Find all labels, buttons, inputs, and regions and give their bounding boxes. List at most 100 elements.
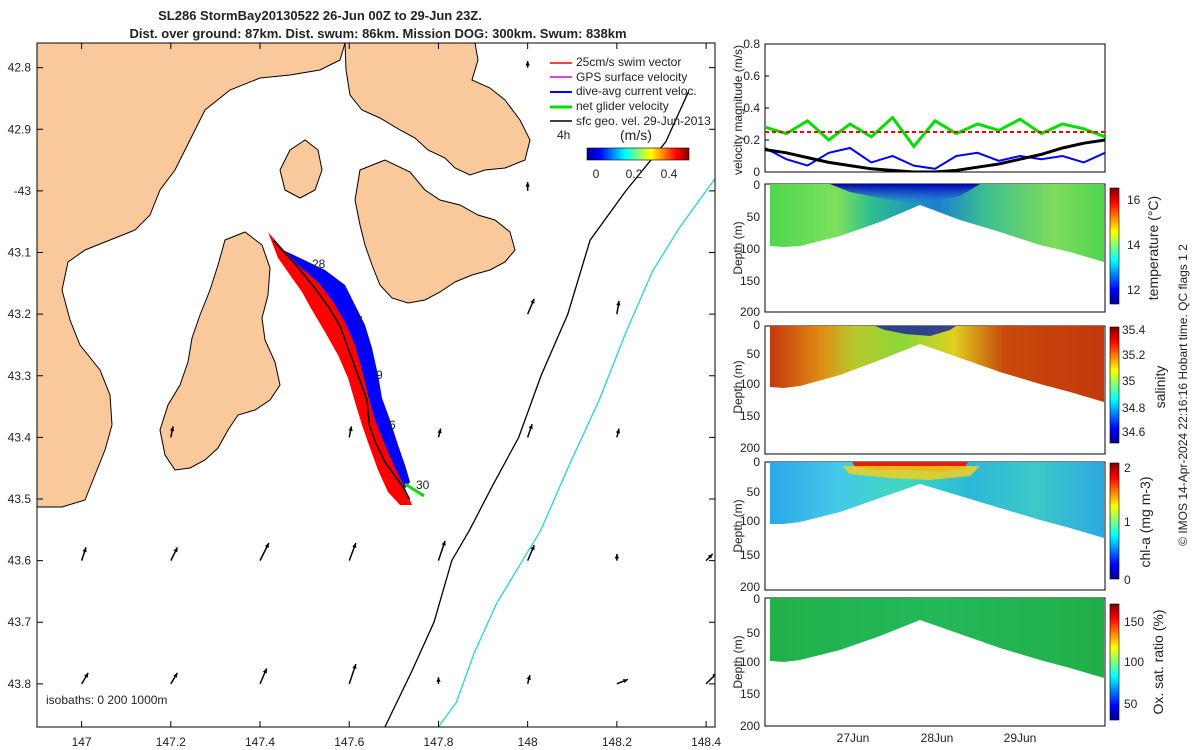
temperature-colorbar [1109,187,1120,305]
sfc-velocity-arrow [526,298,535,315]
depth-tick: 50 [747,485,761,499]
temperature-cbar-label: temperature (°C) [1145,196,1161,300]
map-y-ticks: 42.8 42.9 -43 43.1 43.2 43.3 43.4 43.5 43.6 43.7 4… [8,61,715,691]
depth-tick: 100 [740,242,760,256]
map-y-tick-label: 43.5 [8,492,32,506]
map-x-ticks: 147 147.2 147.4 147.6 147.8 148 148.2 148.4 [72,43,721,749]
map-colorbar-tick: 0 [593,167,600,181]
depth-tick: 150 [740,274,760,288]
map-x-tick-label: 147.8 [423,735,453,749]
depth-tick: 0 [753,592,760,606]
map-colorbar [586,147,690,161]
cbar-tick: 35.2 [1122,348,1146,362]
sfc-velocity-arrow [348,426,353,438]
map-frame [36,42,716,728]
cbar-tick: 2 [1124,461,1131,475]
sfc-velocity-arrow [526,423,533,438]
cbar-tick: 0 [1124,573,1131,587]
salinity-panel: 0 50 100 150 200 Depth (m) 34.6 34.8 35 … [731,318,1168,455]
sfc-velocity-arrow [615,428,621,438]
sfc-velocity-arrow [705,673,715,685]
velocity-tick-label: 0 [753,165,760,179]
sfc-velocity-arrow [614,554,620,561]
velocity-tick-label: 0.6 [743,69,760,83]
map-land [37,43,531,508]
figure-title-line1: SL286 StormBay20130522 26-Jun 00Z to 29-… [158,8,482,23]
oxygen-colorbar [1109,603,1120,721]
salinity-y-ticks: 0 50 100 150 200 [740,318,760,455]
chl-ylabel: Depth (m) [731,499,745,552]
sfc-velocity-arrow [348,663,357,685]
swim-vector-band [268,232,412,505]
sfc-velocity-arrow [525,61,530,68]
map-x-tick-label: 147 [72,735,92,749]
map-y-tick-label: -43 [14,184,32,198]
depth-tick: 200 [740,305,760,319]
sfc-velocity-arrow [616,678,629,685]
sfc-velocity-arrow [348,542,357,561]
map-x-tick-label: 147.4 [245,735,275,749]
net-glider-velocity-arrow [404,482,425,498]
track-day-label: 9 [376,368,383,382]
legend-label: GPS surface velocity [576,70,687,84]
cbar-tick: 50 [1124,697,1138,711]
map-legend: 25cm/s swim vector GPS surface velocity … [550,55,711,181]
temperature-ylabel: Depth (m) [731,221,745,274]
cbar-tick: 35.4 [1122,323,1146,337]
legend-label: dive-avg current veloc. [576,84,697,98]
velocity-tick-label: 0.4 [743,101,760,115]
legend-arrow-time: 4h [557,128,570,142]
track-day-label: 28 [312,257,326,271]
map-y-tick-label: 43.6 [8,554,32,568]
track-day-label: 7 [356,314,363,328]
cbar-tick: 34.8 [1122,401,1146,415]
sfc-velocity-arrow [616,300,621,315]
depth-tick: 0 [753,178,760,192]
cbar-tick: 35 [1122,374,1136,388]
depth-tick: 0 [753,455,760,469]
surface-velocity-arrows [80,61,715,685]
land-east-peninsula [354,159,516,304]
time-tick: 29Jun [1004,731,1037,745]
velocity-series [765,115,1105,172]
side-credit: © IMOS 14-Apr-2024 22:16:16 Hobart time.… [1176,244,1190,546]
depth-tick: 50 [747,626,761,640]
depth-tick: 100 [740,377,760,391]
sfc-velocity-arrow [80,547,87,561]
chl-surface-yellow [842,466,980,480]
time-tick: 27Jun [837,731,870,745]
sfc-velocity-arrow [80,672,89,685]
oxygen-cbar-label: Ox. sat. ratio (%) [1150,609,1166,714]
velocity-series-line [765,138,1105,172]
sfc-velocity-arrow [436,677,441,684]
temperature-panel: 0 50 100 150 200 Depth (m) 12 14 16 temp… [731,178,1161,319]
land-east-cape [279,139,323,199]
land-west [37,43,346,508]
glider-track-line [272,239,411,500]
chl-section [770,462,1104,538]
figure-title-line2: Dist. over ground: 87km. Dist. swum: 86k… [129,26,626,41]
track-day-label: 30 [416,478,430,492]
depth-tick: 100 [740,655,760,669]
map-x-tick-label: 148 [518,735,538,749]
sfc-velocity-arrow [705,553,714,562]
map-y-tick-label: 43.8 [8,677,32,691]
depth-tick: 200 [740,580,760,594]
chl-panel: 0 50 100 150 200 Depth (m) 0 1 2 chl-a (… [731,455,1153,594]
sfc-velocity-arrow [259,542,270,561]
map-y-tick-label: 42.9 [8,122,32,136]
temperature-y-ticks: 0 50 100 150 200 [740,178,760,319]
salinity-ylabel: Depth (m) [731,360,745,413]
velocity-y-ticks: 0 0.2 0.4 0.6 0.8 [743,37,769,179]
sfc-velocity-arrow [170,547,179,561]
map-y-tick-label: 43.1 [8,246,32,260]
sfc-velocity-arrow [170,672,179,685]
land-northeast [344,43,531,176]
velocity-tick-label: 0.2 [743,133,760,147]
chl-colorbar [1109,462,1120,580]
depth-tick: 100 [740,514,760,528]
depth-tick: 50 [747,210,761,224]
velocity-tick-label: 0.8 [743,37,760,51]
land-central-peninsula [159,231,281,471]
